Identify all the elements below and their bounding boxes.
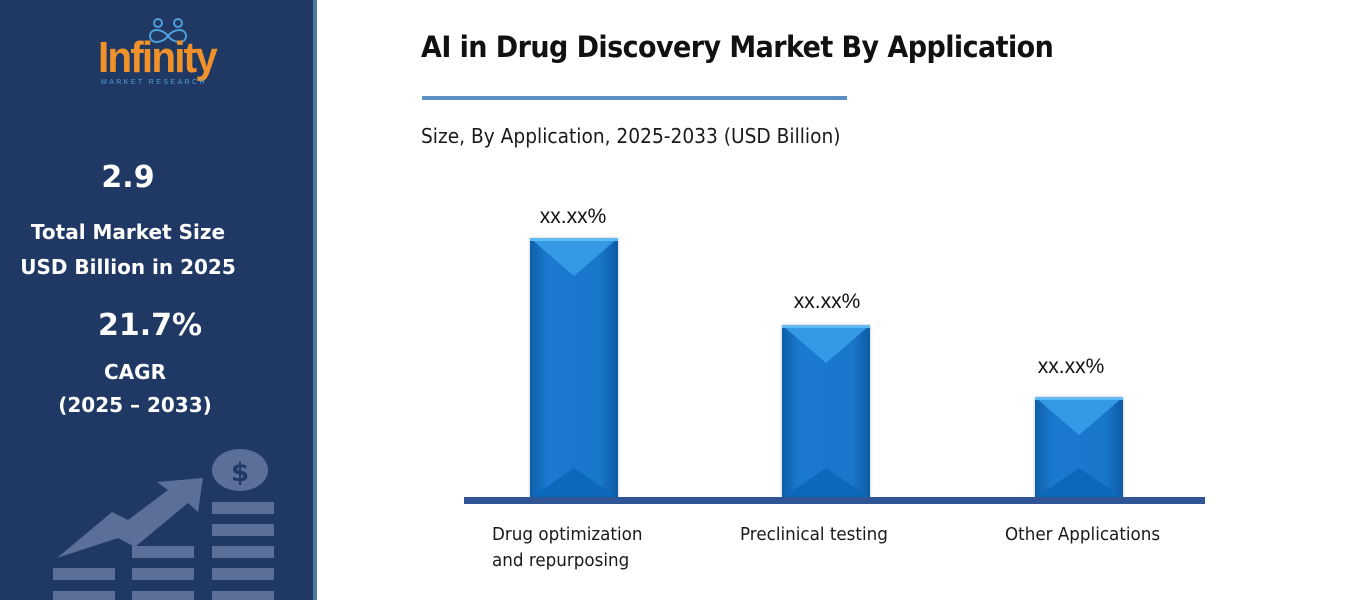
x-axis-line — [464, 497, 1205, 504]
bar-drug-optimization — [530, 238, 618, 498]
market-size-label-line2: USD Billion in 2025 — [20, 255, 236, 279]
dollar-icon: $ — [231, 458, 249, 488]
market-size-label-line1: Total Market Size — [30, 220, 226, 244]
brand-name: Infinity — [98, 33, 218, 82]
cagr-value: 21.7% — [97, 308, 203, 343]
chart-subtitle: Size, By Application, 2025-2033 (USD Bil… — [421, 124, 841, 148]
bar-data-label: xx.xx% — [1037, 355, 1105, 378]
bar-shade — [1035, 468, 1123, 498]
cagr-period: (2025 – 2033) — [58, 393, 212, 417]
bar-bevel — [1035, 397, 1123, 435]
growth-chart-icon: $ — [53, 449, 274, 600]
bar-highlight — [1035, 397, 1123, 400]
bar-shade — [530, 468, 618, 498]
market-size-label: Total Market Size USD Billion in 2025 — [0, 215, 256, 285]
bar-shade — [782, 468, 870, 498]
bar-other-applications — [1035, 397, 1123, 498]
category-label-other-applications: Other Applications — [1005, 524, 1161, 545]
title-underline — [422, 96, 847, 100]
category-label-line2: and repurposing — [492, 550, 630, 571]
bar-highlight — [530, 238, 618, 241]
brand-tagline: MARKET RESEARCH — [101, 79, 207, 86]
infinity-people-icon — [148, 18, 188, 43]
cagr-label-block: CAGR (2025 – 2033) — [0, 356, 270, 422]
sidebar-border — [313, 0, 317, 600]
market-size-value: 2.9 — [101, 160, 155, 195]
bar-preclinical-testing — [782, 325, 870, 498]
bar-data-label: xx.xx% — [793, 290, 861, 313]
chart-title: AI in Drug Discovery Market By Applicati… — [421, 30, 1054, 64]
category-label-line1: Drug optimization — [492, 524, 643, 545]
category-label-preclinical-testing: Preclinical testing — [740, 524, 888, 545]
sidebar-panel: Infinity MARKET RESEARCH 2.9 Total Marke… — [0, 0, 313, 600]
category-label-drug-optimization: Drug optimization and repurposing — [492, 522, 642, 574]
bar-bevel — [782, 325, 870, 363]
cagr-label: CAGR — [104, 360, 166, 384]
bar-highlight — [782, 325, 870, 328]
bar-bevel — [530, 238, 618, 276]
bar-data-label: xx.xx% — [539, 205, 607, 228]
infinity-logo: Infinity MARKET RESEARCH — [98, 18, 238, 90]
